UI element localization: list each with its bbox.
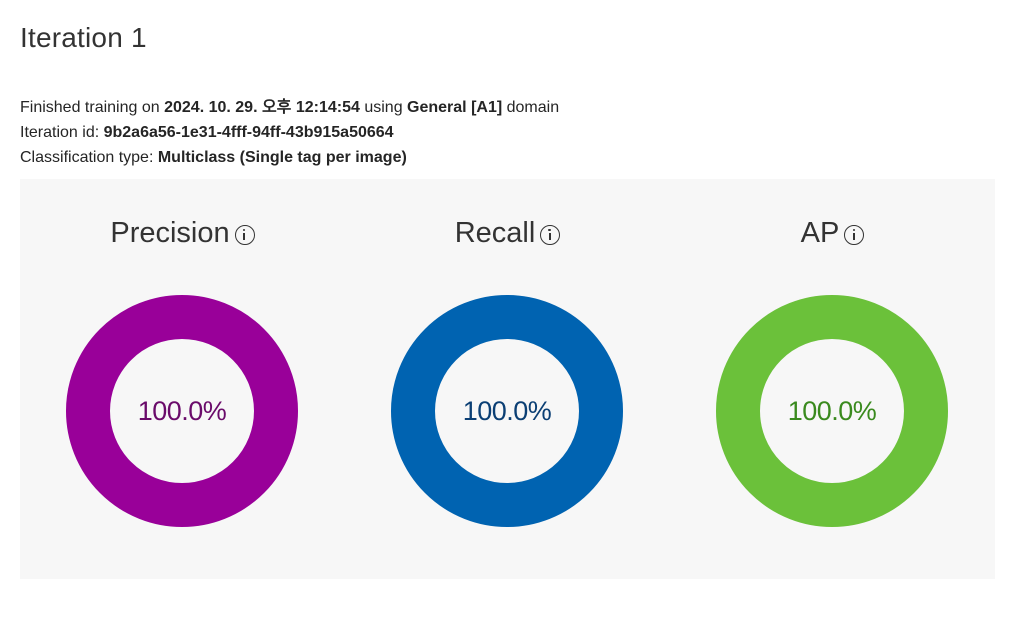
finished-suffix: domain [502, 99, 560, 116]
metric-recall: Recall 100.0% [345, 179, 670, 579]
performance-panel: Precision 100.0% Recall 100.0% [20, 179, 995, 579]
classification-type-label: Classification type: [20, 149, 158, 166]
info-icon[interactable] [844, 224, 865, 245]
recall-value: 100.0% [462, 395, 552, 426]
metric-header: Precision [20, 217, 345, 250]
precision-donut: 100.0% [66, 295, 298, 527]
iteration-id-line: Iteration id: 9b2a6a56-1e31-4fff-94ff-43… [20, 120, 559, 145]
info-icon[interactable] [540, 224, 561, 245]
metric-label-precision: Precision [110, 217, 230, 249]
metric-header: AP [670, 217, 995, 250]
ap-value: 100.0% [787, 395, 877, 426]
finished-date: 2024. 10. 29. 오후 12:14:54 [164, 99, 360, 116]
iteration-id-label: Iteration id: [20, 124, 104, 141]
metric-label-ap: AP [800, 217, 840, 249]
ap-donut: 100.0% [716, 295, 948, 527]
metric-precision: Precision 100.0% [20, 179, 345, 579]
precision-donut-ring [66, 295, 298, 527]
recall-donut-ring [391, 295, 623, 527]
iteration-id-value: 9b2a6a56-1e31-4fff-94ff-43b915a50664 [103, 124, 394, 141]
finished-middle: using [359, 99, 408, 116]
iteration-details: Finished training on 2024. 10. 29. 오후 12… [20, 95, 559, 170]
donut-arc [391, 295, 623, 527]
metric-header: Recall [345, 217, 670, 250]
info-icon[interactable] [234, 224, 255, 245]
precision-value: 100.0% [137, 395, 227, 426]
classification-type-value: Multiclass (Single tag per image) [157, 149, 407, 166]
training-finished-line: Finished training on 2024. 10. 29. 오후 12… [20, 95, 559, 120]
domain-name: General [A1] [407, 99, 503, 116]
classification-type-line: Classification type: Multiclass (Single … [20, 145, 559, 170]
donut-arc [66, 295, 298, 527]
metric-ap: AP 100.0% [670, 179, 995, 579]
donut-arc [716, 295, 948, 527]
ap-donut-ring [716, 295, 948, 527]
page-title: Iteration 1 [20, 22, 147, 53]
metric-label-recall: Recall [454, 217, 536, 249]
recall-donut: 100.0% [391, 295, 623, 527]
finished-prefix: Finished training on [20, 99, 165, 116]
